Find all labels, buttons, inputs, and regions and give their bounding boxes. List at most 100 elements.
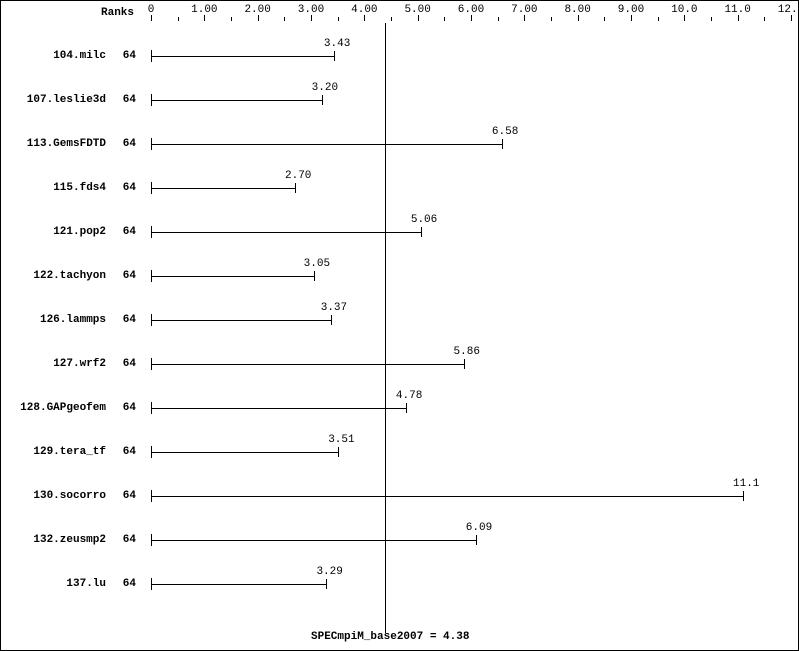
benchmark-name: 121.pop2 [6,226,106,238]
bar-line [151,232,421,233]
bar-start-tick [151,490,152,502]
axis-tick [204,15,205,21]
benchmark-name: 104.milc [6,50,106,62]
bar-value-label: 3.43 [324,38,350,50]
axis-tick-minor [551,17,552,21]
bar-line [151,452,338,453]
axis-tick [311,15,312,21]
bar-value-label: 5.06 [411,214,437,226]
bar-end-tick [421,227,422,237]
bar-value-label: 3.20 [312,82,338,94]
bar-line [151,364,464,365]
rank-value: 64 [111,534,136,546]
axis-tick [684,15,685,21]
bar-start-tick [151,578,152,590]
axis-tick-minor [604,17,605,21]
benchmark-name: 127.wrf2 [6,358,106,370]
bar-line [151,188,295,189]
bar-end-tick [464,359,465,369]
rank-value: 64 [111,358,136,370]
axis-tick [578,15,579,21]
bar-start-tick [151,358,152,370]
axis-tick [738,15,739,21]
bar-line [151,100,322,101]
bar-line [151,540,476,541]
baseline [385,23,386,633]
axis-tick-minor [178,17,179,21]
rank-value: 64 [111,94,136,106]
footer-label: SPECmpiM_base2007 = 4.38 [311,631,469,643]
bar-end-tick [406,403,407,413]
bar-value-label: 3.37 [321,302,347,314]
rank-value: 64 [111,402,136,414]
bar-start-tick [151,182,152,194]
rank-value: 64 [111,226,136,238]
benchmark-name: 137.lu [6,578,106,590]
axis-tick [471,15,472,21]
bar-value-label: 4.78 [396,390,422,402]
bar-start-tick [151,534,152,546]
axis-tick-minor [444,17,445,21]
ranks-header: Ranks [101,7,134,19]
bar-line [151,320,331,321]
axis-tick-minor [391,17,392,21]
benchmark-name: 107.leslie3d [6,94,106,106]
chart-container: Ranks 01.002.003.004.005.006.007.008.009… [0,0,799,651]
axis-tick [524,15,525,21]
bar-start-tick [151,226,152,238]
rank-value: 64 [111,270,136,282]
bar-line [151,496,743,497]
benchmark-name: 115.fds4 [6,182,106,194]
rank-value: 64 [111,446,136,458]
benchmark-name: 129.tera_tf [6,446,106,458]
axis-tick-minor [231,17,232,21]
bar-end-tick [502,139,503,149]
bar-start-tick [151,270,152,282]
bar-value-label: 11.1 [733,478,759,490]
bar-start-tick [151,138,152,150]
bar-line [151,144,502,145]
rank-value: 64 [111,490,136,502]
bar-end-tick [322,95,323,105]
axis-tick [151,15,152,21]
bar-end-tick [743,491,744,501]
bar-value-label: 2.70 [285,170,311,182]
bar-start-tick [151,94,152,106]
benchmark-name: 130.socorro [6,490,106,502]
rank-value: 64 [111,50,136,62]
bar-end-tick [295,183,296,193]
bar-end-tick [314,271,315,281]
rank-value: 64 [111,314,136,326]
axis-tick [791,15,792,21]
rank-value: 64 [111,138,136,150]
bar-start-tick [151,446,152,458]
bar-line [151,56,334,57]
bar-line [151,408,406,409]
benchmark-name: 113.GemsFDTD [6,138,106,150]
bar-value-label: 6.09 [466,522,492,534]
bar-value-label: 3.51 [328,434,354,446]
bar-value-label: 3.05 [304,258,330,270]
bar-start-tick [151,402,152,414]
bar-value-label: 5.86 [454,346,480,358]
bar-start-tick [151,314,152,326]
rank-value: 64 [111,578,136,590]
bar-end-tick [338,447,339,457]
benchmark-name: 122.tachyon [6,270,106,282]
benchmark-name: 126.lammps [6,314,106,326]
bar-line [151,584,326,585]
axis-tick-minor [764,17,765,21]
axis-tick-minor [338,17,339,21]
benchmark-name: 128.GAPgeofem [6,402,106,414]
axis-tick-minor [284,17,285,21]
bar-end-tick [326,579,327,589]
axis-tick-minor [658,17,659,21]
rank-value: 64 [111,182,136,194]
bar-end-tick [334,51,335,61]
axis-tick-minor [498,17,499,21]
axis-tick [631,15,632,21]
bar-line [151,276,314,277]
axis-tick [418,15,419,21]
axis-tick-label: 12.0 [776,4,799,16]
bar-end-tick [476,535,477,545]
